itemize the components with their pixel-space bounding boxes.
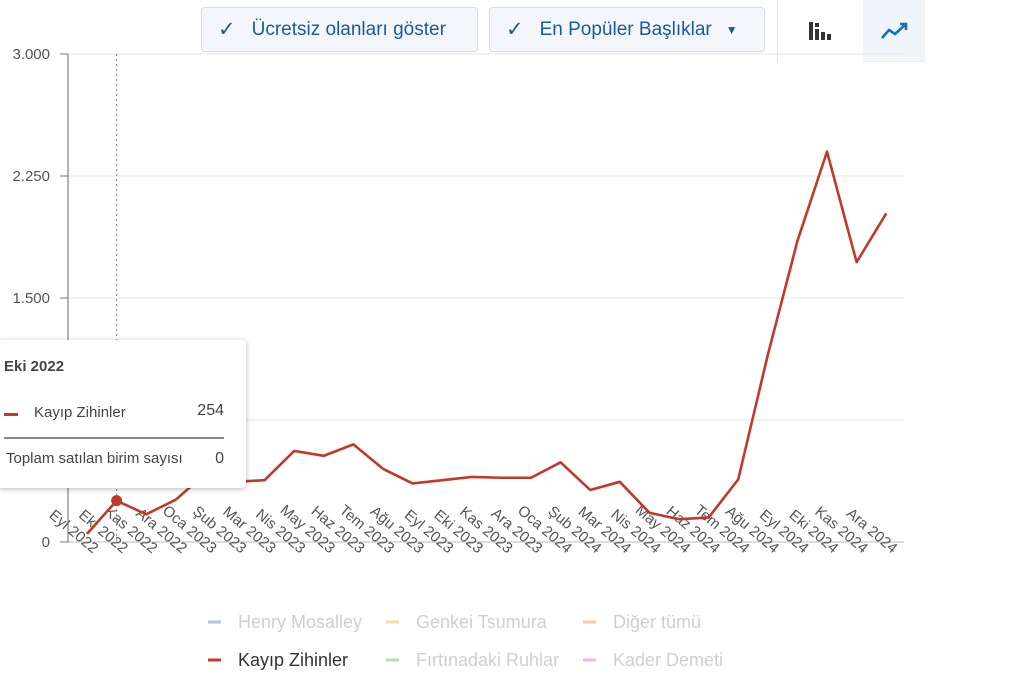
legend-label: Diğer tümü	[613, 612, 701, 632]
popular-titles-label: En Popüler Başlıklar	[539, 18, 712, 40]
highlighted-point[interactable]	[111, 495, 123, 507]
y-tick-label: 2.250	[12, 168, 50, 185]
legend-label: Fırtınadaki Ruhlar	[416, 650, 559, 670]
tooltip-series-value: 254	[197, 402, 224, 419]
free-only-label: Ücretsiz olanları göster	[251, 18, 446, 40]
tooltip-total-value: 0	[215, 450, 224, 467]
chart-toolbar: ✓ Ücretsiz olanları göster ✓ En Popüler …	[0, 0, 1024, 64]
legend-label: Kader Demeti	[613, 650, 723, 670]
line-chart-icon	[881, 22, 908, 39]
legend-item[interactable]: Fırtınadaki Ruhlar	[386, 650, 559, 670]
tooltip-title: Eki 2022	[4, 358, 65, 375]
check-icon: ✓	[506, 18, 524, 41]
legend-label: Kayıp Zihinler	[238, 650, 348, 670]
legend-item[interactable]: Henry Mosalley	[208, 612, 362, 632]
popular-titles-dropdown[interactable]: ✓ En Popüler Başlıklar ▼	[489, 7, 765, 52]
line-view-button[interactable]	[863, 0, 925, 62]
bar-chart-icon	[809, 22, 831, 40]
legend-item[interactable]: Diğer tümü	[583, 612, 701, 632]
tooltip-divider	[4, 437, 224, 439]
legend-label: Henry Mosalley	[238, 612, 362, 632]
hover-tooltip: Eki 2022 Kayıp Zihinler 254 Toplam satıl…	[0, 340, 246, 488]
toolbar-divider	[777, 0, 778, 62]
legend-item[interactable]: Genkei Tsumura	[386, 612, 548, 632]
legend-label: Genkei Tsumura	[416, 612, 548, 632]
bar-view-button[interactable]	[789, 0, 851, 62]
legend-item[interactable]: Kader Demeti	[583, 650, 723, 670]
y-tick-label: 3.000	[12, 46, 50, 63]
y-tick-label: 0	[42, 534, 50, 551]
free-only-toggle[interactable]: ✓ Ücretsiz olanları göster	[201, 7, 478, 52]
tooltip-total-label: Toplam satılan birim sayısı	[6, 450, 183, 467]
tooltip-series-swatch	[4, 413, 18, 416]
check-icon: ✓	[218, 18, 236, 41]
y-tick-label: 1.500	[12, 290, 50, 307]
tooltip-series-name: Kayıp Zihinler	[34, 404, 126, 421]
legend-item[interactable]: Kayıp Zihinler	[208, 650, 348, 670]
caret-down-icon: ▼	[725, 22, 738, 37]
active-view-underline	[863, 61, 925, 62]
